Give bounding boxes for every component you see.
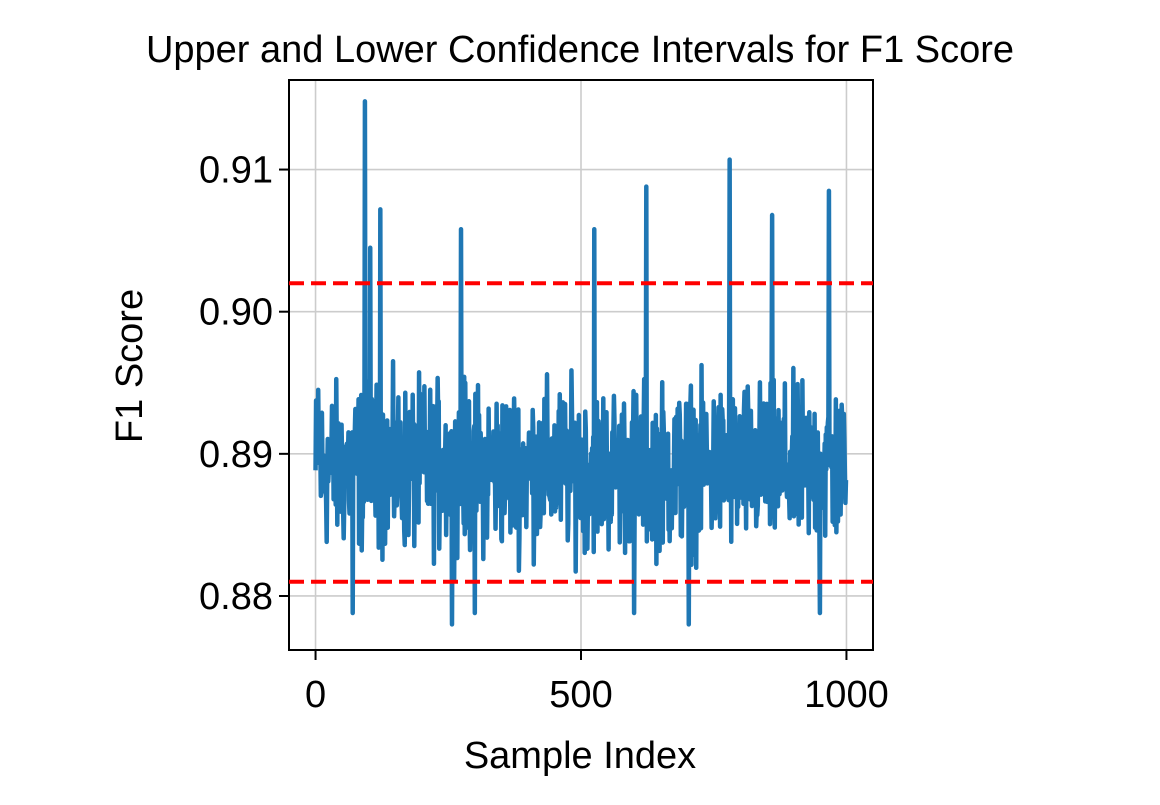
series-layer: [313, 99, 849, 627]
x-tick-label: 0: [305, 674, 326, 716]
chart-title: Upper and Lower Confidence Intervals for…: [146, 29, 1014, 71]
f1-score-series-line: [313, 99, 849, 627]
y-tick-label: 0.88: [199, 576, 273, 618]
y-tick-label: 0.89: [199, 434, 273, 476]
x-axis-label: Sample Index: [464, 735, 696, 777]
y-axis-label: F1 Score: [109, 289, 151, 443]
x-axis: 0 500 1000: [305, 650, 889, 716]
confidence-interval-lines: [289, 281, 873, 584]
grid: [289, 80, 873, 650]
x-tick-label: 500: [549, 674, 612, 716]
y-tick-label: 0.91: [199, 150, 273, 192]
y-tick-label: 0.90: [199, 292, 273, 334]
x-tick-label: 1000: [804, 674, 889, 716]
y-axis: 0.88 0.89 0.90 0.91: [199, 150, 289, 618]
